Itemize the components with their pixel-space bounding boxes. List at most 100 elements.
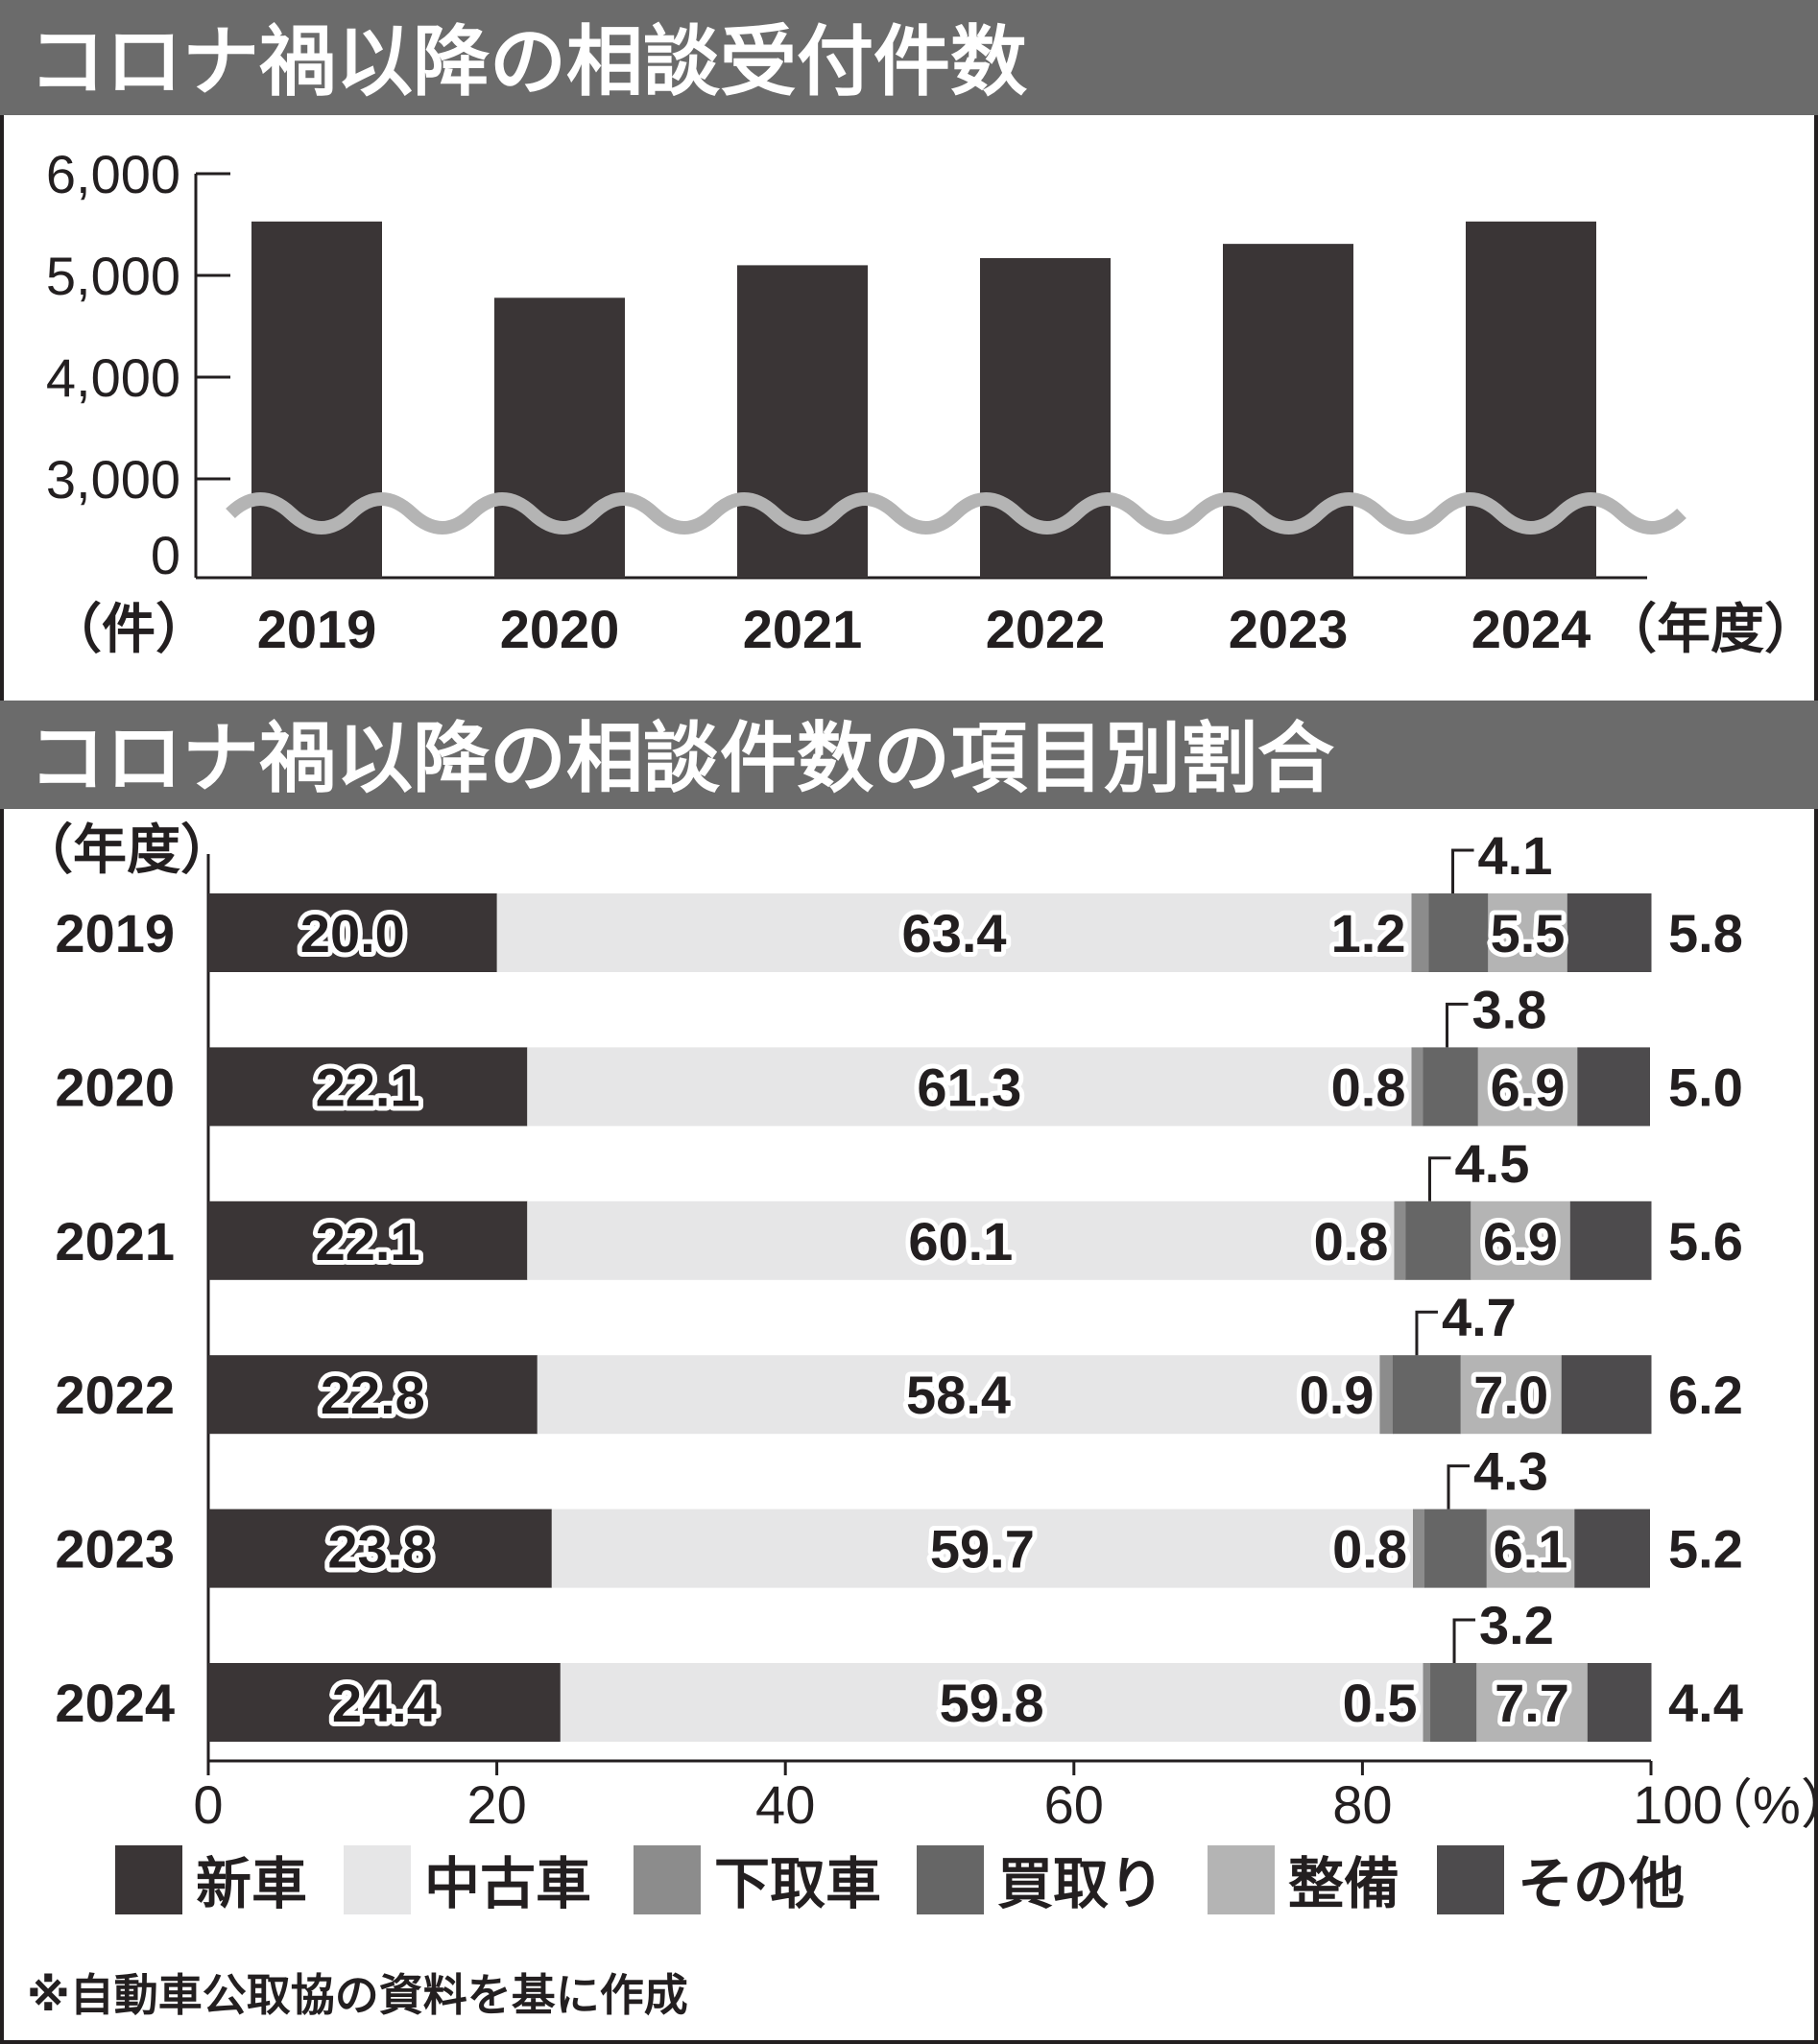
title-bar-2: [0, 701, 1818, 809]
bar-2020: [494, 297, 625, 578]
leader-line-買取り: [1452, 1618, 1476, 1663]
legend-swatch-下取車: [634, 1845, 701, 1914]
data-label-買取り: 4.5: [1454, 1133, 1529, 1194]
x-axis-unit: （年度）: [1603, 599, 1818, 659]
data-label-買取り: 4.1: [1478, 825, 1553, 886]
chart1-title: コロナ禍以降の相談受付件数: [29, 19, 1027, 105]
data-label-その他: 5.8: [1668, 903, 1743, 963]
x-tick-label: 2022: [986, 599, 1106, 659]
segment-その他-2022: [1561, 1355, 1652, 1435]
y-tick-label: 3,000: [46, 449, 180, 510]
legend-label-下取車: 下取車: [714, 1853, 881, 1915]
segment-新車-2019: [208, 893, 498, 972]
footnote: ※自動車公取協の資料を基に作成: [27, 1970, 688, 2020]
segment-買取り-2019: [1428, 893, 1489, 972]
data-label-買取り: 3.2: [1479, 1595, 1554, 1655]
y-tick-label: 5,000: [46, 246, 180, 306]
data-label-新車: 22.8: [321, 1365, 425, 1425]
x-axis-unit: （%）: [1699, 1774, 1818, 1835]
segment-整備-2023: [1486, 1509, 1575, 1588]
legend-label-整備: 整備: [1288, 1853, 1399, 1915]
segment-買取り-2023: [1424, 1509, 1488, 1588]
segment-整備-2021: [1471, 1200, 1571, 1280]
data-label-その他: 4.4: [1668, 1673, 1743, 1733]
segment-新車-2024: [208, 1663, 562, 1742]
data-label-中古車: 63.4: [902, 903, 1007, 963]
data-label-その他: 5.2: [1668, 1519, 1743, 1580]
data-label-買取り: 3.8: [1472, 979, 1547, 1039]
segment-整備-2024: [1476, 1663, 1589, 1742]
leader-line-買取り: [1415, 1310, 1438, 1356]
segment-新車-2021: [208, 1200, 528, 1280]
y-tick-label: 4,000: [46, 347, 180, 408]
legend-label-新車: 新車: [196, 1853, 307, 1915]
legend-swatch-新車: [115, 1845, 182, 1914]
data-label-中古車: 61.3: [917, 1057, 1021, 1117]
axis-break-line: [226, 492, 1686, 535]
segment-中古車-2021: [527, 1200, 1395, 1280]
segment-買取り-2024: [1430, 1663, 1477, 1742]
x-tick-label: 40: [755, 1774, 815, 1835]
legend-label-中古車: 中古車: [424, 1853, 591, 1915]
chart2-title: コロナ禍以降の相談件数の項目別割合: [29, 716, 1334, 801]
data-label-下取車: 0.8: [1314, 1211, 1389, 1272]
data-label-買取り: 4.7: [1442, 1287, 1517, 1347]
leader-line-買取り: [1427, 1156, 1451, 1201]
segment-整備-2022: [1460, 1355, 1563, 1435]
segment-中古車-2023: [551, 1509, 1414, 1588]
data-label-整備: 7.7: [1495, 1673, 1569, 1733]
segment-その他-2019: [1567, 893, 1652, 972]
data-label-整備: 7.0: [1473, 1365, 1548, 1425]
x-tick-label: 2023: [1229, 599, 1349, 659]
segment-下取車-2021: [1394, 1200, 1406, 1280]
x-tick-label: 2024: [1471, 599, 1591, 659]
data-label-中古車: 60.1: [908, 1211, 1013, 1272]
data-label-その他: 5.0: [1668, 1057, 1743, 1117]
segment-整備-2020: [1477, 1047, 1578, 1127]
x-tick-label: 2020: [500, 599, 620, 659]
row-label-2023: 2023: [55, 1519, 175, 1580]
bar-2024: [1466, 221, 1596, 578]
data-label-買取り: 4.3: [1473, 1441, 1548, 1502]
data-label-下取車: 0.5: [1343, 1673, 1418, 1733]
x-tick-label: 20: [466, 1774, 526, 1835]
segment-中古車-2022: [537, 1355, 1380, 1435]
x-tick-label: 2021: [743, 599, 863, 659]
x-tick-label: 2019: [257, 599, 377, 659]
segment-その他-2020: [1577, 1047, 1650, 1127]
segment-買取り-2021: [1405, 1200, 1471, 1280]
segment-中古車-2019: [496, 893, 1413, 972]
data-label-整備: 6.9: [1483, 1211, 1558, 1272]
segment-買取り-2022: [1392, 1355, 1462, 1435]
leader-line-買取り: [1451, 848, 1474, 893]
data-label-新車: 20.0: [300, 903, 405, 963]
data-label-中古車: 58.4: [906, 1365, 1011, 1425]
segment-新車-2023: [208, 1509, 553, 1588]
data-label-下取車: 0.9: [1300, 1365, 1375, 1425]
legend: 新車 中古車 下取車 買取り 整備 その他: [115, 1845, 1685, 1915]
segment-新車-2020: [208, 1047, 528, 1127]
row-label-2024: 2024: [55, 1673, 175, 1733]
segment-下取車-2024: [1423, 1663, 1431, 1742]
y-tick-label: 0: [151, 525, 180, 585]
data-label-新車: 22.1: [316, 1057, 420, 1117]
y-axis-unit: （件）: [48, 599, 209, 659]
segment-新車-2022: [208, 1355, 538, 1435]
x-tick-label: 60: [1044, 1774, 1104, 1835]
data-label-新車: 22.1: [316, 1211, 420, 1272]
data-label-新車: 24.4: [332, 1673, 437, 1733]
title-bar-1: [0, 0, 1818, 115]
row-label-2021: 2021: [55, 1211, 175, 1272]
segment-整備-2019: [1488, 893, 1568, 972]
segment-買取り-2020: [1423, 1047, 1479, 1127]
data-label-整備: 6.9: [1491, 1057, 1566, 1117]
bar-chart-counts: 0 3,000 4,000 5,000 6,000 2019 2020 2021 2022 202…: [46, 144, 1818, 659]
x-tick-label: 80: [1332, 1774, 1392, 1835]
segment-その他-2023: [1574, 1509, 1650, 1588]
y-tick-label: 6,000: [46, 144, 180, 204]
data-label-下取車: 0.8: [1331, 1057, 1406, 1117]
segment-下取車-2022: [1379, 1355, 1394, 1435]
leader-line-買取り: [1447, 1464, 1471, 1509]
legend-swatch-買取り: [917, 1845, 984, 1914]
